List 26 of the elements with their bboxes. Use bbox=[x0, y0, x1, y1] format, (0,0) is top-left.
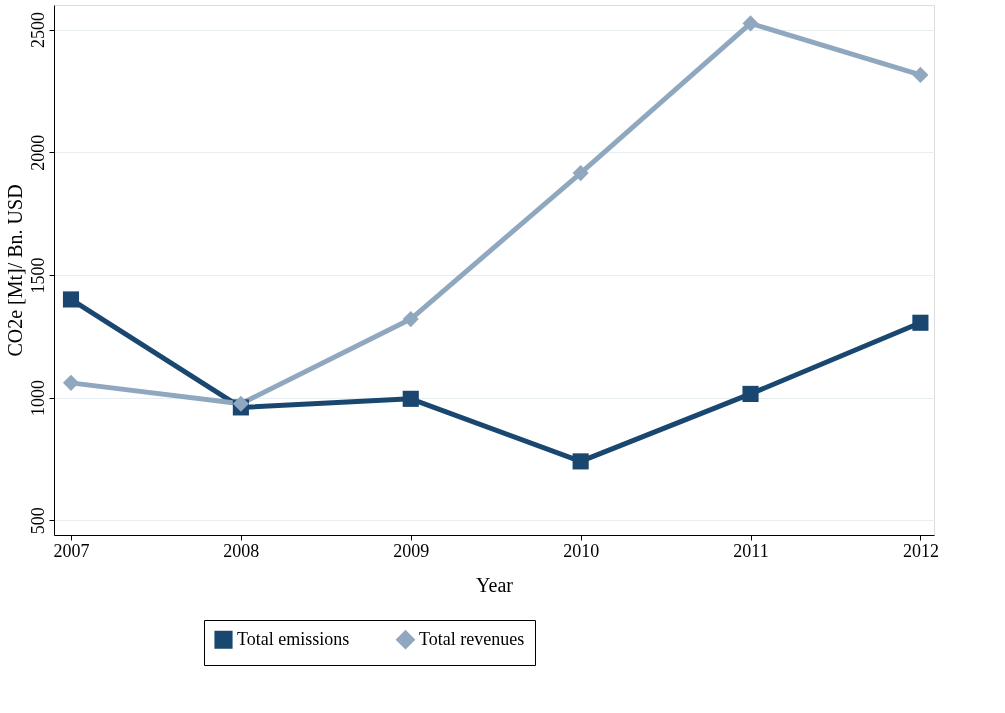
legend-label: Total emissions bbox=[237, 628, 350, 649]
point bbox=[402, 390, 419, 407]
y-tick-label: 1000 bbox=[27, 380, 48, 417]
point bbox=[62, 374, 80, 391]
y-axis-title: CO2e [Mt]/ Bn. USD bbox=[3, 184, 26, 357]
point bbox=[742, 15, 759, 32]
x-tick-label: 2009 bbox=[393, 540, 430, 561]
point bbox=[742, 385, 759, 402]
legend-label: Total revenues bbox=[419, 628, 525, 649]
point bbox=[572, 453, 589, 470]
x-tick-label: 2011 bbox=[733, 540, 769, 561]
y-tick-label: 1500 bbox=[27, 257, 48, 294]
x-tick-label: 2007 bbox=[53, 540, 90, 561]
point bbox=[232, 395, 249, 412]
y-tick-label: 2000 bbox=[27, 134, 48, 171]
point bbox=[912, 66, 929, 83]
point bbox=[572, 165, 589, 182]
y-tick-label: 500 bbox=[27, 507, 48, 535]
x-tick-label: 2012 bbox=[902, 540, 939, 561]
point bbox=[62, 291, 80, 308]
x-axis-title: Year bbox=[476, 573, 514, 596]
point bbox=[912, 314, 929, 331]
y-tick-label: 2500 bbox=[27, 12, 48, 49]
point bbox=[402, 311, 419, 328]
x-tick-label: 2010 bbox=[563, 540, 600, 561]
x-tick-label: 2008 bbox=[223, 540, 260, 561]
